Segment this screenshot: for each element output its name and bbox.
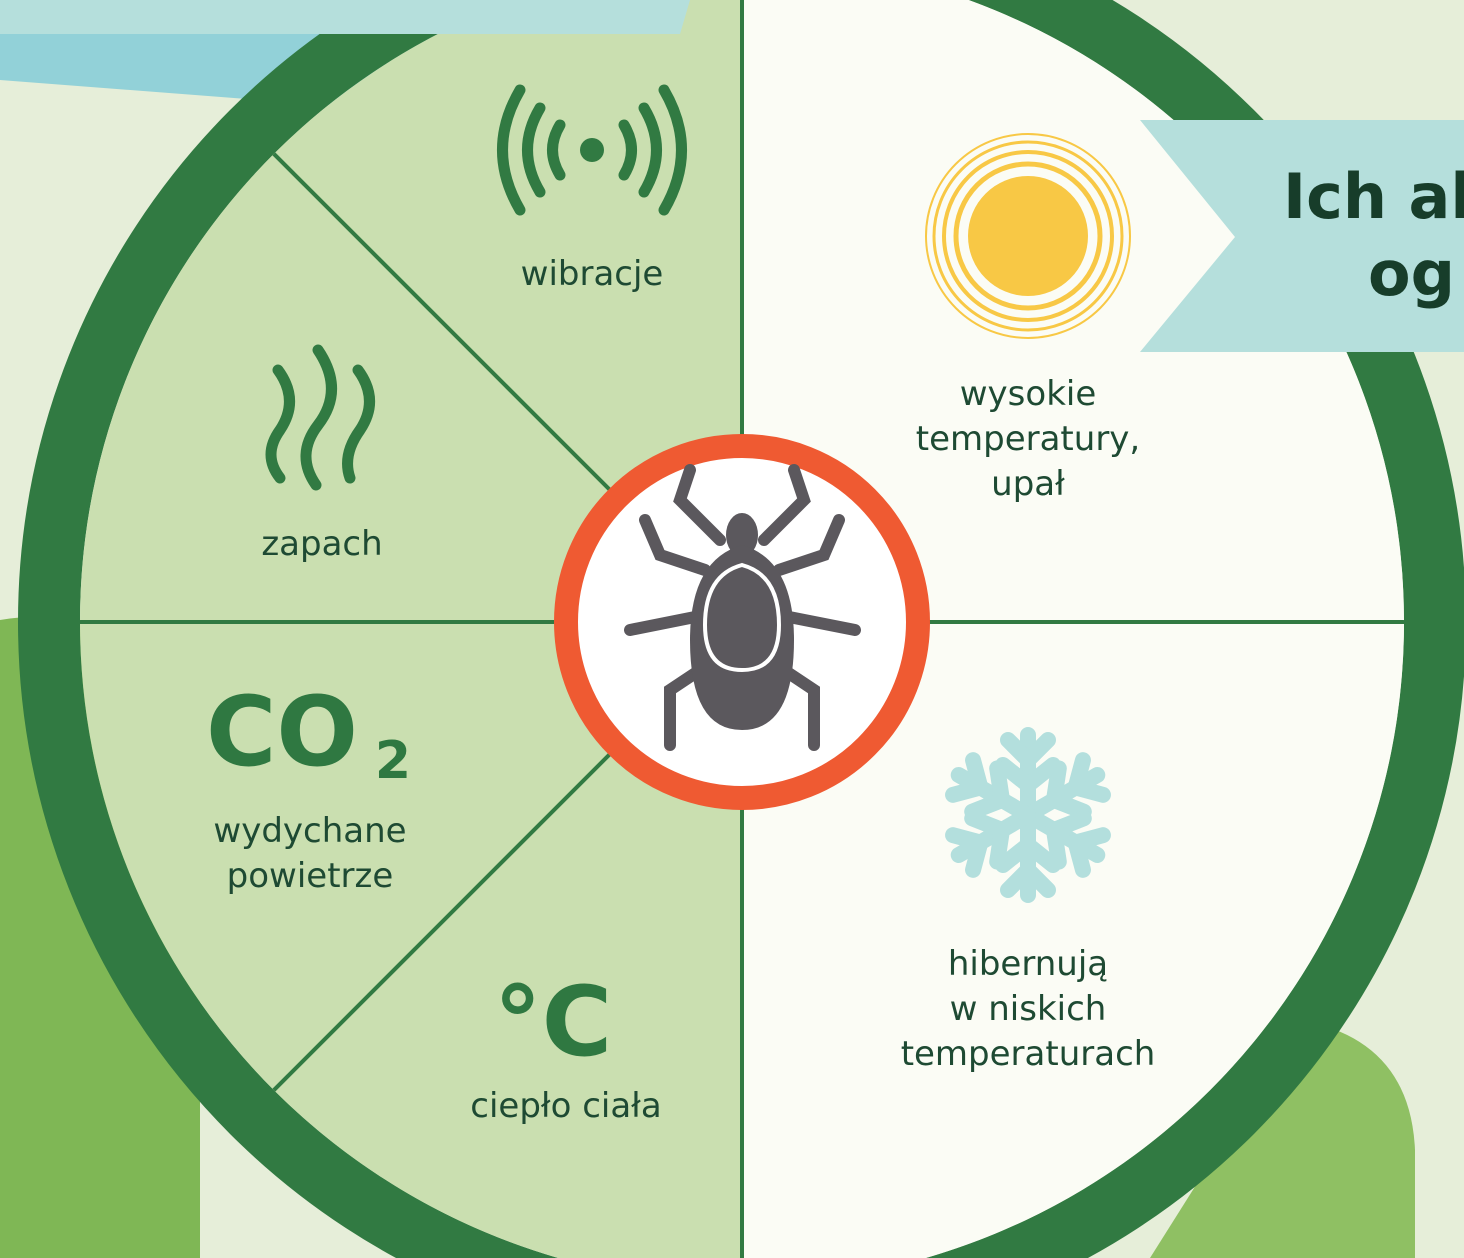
label: wibracje: [521, 254, 664, 294]
ribbon: [0, 0, 690, 34]
label: zapach: [261, 524, 382, 564]
symbol: CO: [206, 676, 358, 788]
label: ciepło ciała: [470, 1086, 661, 1126]
snowflake-icon: [946, 735, 1110, 895]
label: temperaturach: [901, 1034, 1156, 1074]
infographic: Ich al og wibracje zapach CO 2 wydychane…: [0, 0, 1464, 1258]
label: upał: [991, 464, 1065, 504]
label: wysokie: [960, 374, 1097, 414]
symbol: °C: [494, 966, 612, 1078]
label: powietrze: [227, 856, 394, 896]
label: w niskich: [950, 989, 1107, 1029]
tick-badge: [566, 446, 918, 798]
banner-line: Ich al: [1283, 160, 1464, 233]
label: hibernują: [948, 944, 1108, 984]
subscript: 2: [375, 731, 411, 791]
banner-line: og: [1368, 237, 1455, 310]
page: Ich al og wibracje zapach CO 2 wydychane…: [0, 0, 1464, 1258]
label: temperatury,: [916, 419, 1140, 459]
label: wydychane: [213, 811, 406, 851]
